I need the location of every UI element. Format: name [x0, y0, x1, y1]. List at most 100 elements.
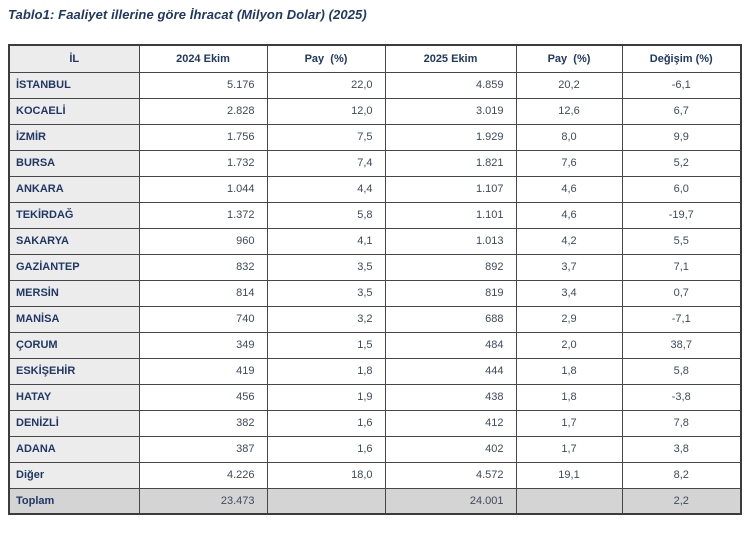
- cell-degisim: -7,1: [621, 305, 742, 333]
- table-row: İZMİR 1.756 7,5 1.929 8,0 9,9: [8, 123, 742, 151]
- cell-pay-2024: 1,6: [266, 435, 386, 463]
- cell-2025: 1.929: [384, 123, 517, 151]
- table-row: SAKARYA 960 4,1 1.013 4,2 5,5: [8, 227, 742, 255]
- table-title: Tablo1: Faaliyet illerine göre İhracat (…: [8, 7, 367, 22]
- cell-il: MANİSA: [8, 305, 140, 333]
- cell-degisim: 0,7: [621, 279, 742, 307]
- cell-degisim: 5,5: [621, 227, 742, 255]
- cell-il: KOCAELİ: [8, 97, 140, 125]
- cell-pay-2025: 1,8: [515, 357, 623, 385]
- cell-2024: 419: [138, 357, 268, 385]
- cell-2024: 814: [138, 279, 268, 307]
- cell-pay-2025: 2,0: [515, 331, 623, 359]
- cell-il: BURSA: [8, 149, 140, 177]
- cell-il: GAZİANTEP: [8, 253, 140, 281]
- table-row: BURSA 1.732 7,4 1.821 7,6 5,2: [8, 149, 742, 177]
- cell-2024: 382: [138, 409, 268, 437]
- cell-pay-2025: 19,1: [515, 461, 623, 489]
- cell-2024: 740: [138, 305, 268, 333]
- cell-pay-2024: 7,5: [266, 123, 386, 151]
- cell-pay-2025: 1,7: [515, 435, 623, 463]
- cell-2025: 438: [384, 383, 517, 411]
- cell-2025: 1.013: [384, 227, 517, 255]
- cell-2024: 1.372: [138, 201, 268, 229]
- header-row: İL 2024 Ekim Pay (%) 2025 Ekim Pay (%) D…: [8, 44, 742, 73]
- table-row: ESKİŞEHİR 419 1,8 444 1,8 5,8: [8, 357, 742, 385]
- cell-pay-2025: 20,2: [515, 71, 623, 99]
- cell-pay-2024: 4,4: [266, 175, 386, 203]
- cell-pay-2024: 4,1: [266, 227, 386, 255]
- cell-degisim: 5,2: [621, 149, 742, 177]
- cell-pay-2024: 22,0: [266, 71, 386, 99]
- export-by-province-table: İL 2024 Ekim Pay (%) 2025 Ekim Pay (%) D…: [8, 44, 742, 515]
- cell-pay-2025: 2,9: [515, 305, 623, 333]
- cell-pay-2025: 8,0: [515, 123, 623, 151]
- cell-2024: 960: [138, 227, 268, 255]
- cell-il: ANKARA: [8, 175, 140, 203]
- cell-pay-2025: 4,2: [515, 227, 623, 255]
- table-row: MERSİN 814 3,5 819 3,4 0,7: [8, 279, 742, 307]
- cell-il: ÇORUM: [8, 331, 140, 359]
- header-il: İL: [8, 44, 140, 73]
- cell-2025: 4.859: [384, 71, 517, 99]
- table-row: ÇORUM 349 1,5 484 2,0 38,7: [8, 331, 742, 359]
- header-pay-2025: Pay (%): [515, 44, 623, 73]
- table-row: ADANA 387 1,6 402 1,7 3,8: [8, 435, 742, 463]
- cell-2024: 2.828: [138, 97, 268, 125]
- cell-2025: 4.572: [384, 461, 517, 489]
- cell-degisim: 7,8: [621, 409, 742, 437]
- cell-degisim: 5,8: [621, 357, 742, 385]
- cell-2025: 1.101: [384, 201, 517, 229]
- table-row: GAZİANTEP 832 3,5 892 3,7 7,1: [8, 253, 742, 281]
- cell-degisim: -3,8: [621, 383, 742, 411]
- cell-2025: 688: [384, 305, 517, 333]
- cell-pay-2025: 4,6: [515, 175, 623, 203]
- cell-degisim: 7,1: [621, 253, 742, 281]
- cell-pay-2025: 3,7: [515, 253, 623, 281]
- cell-pay-2025: 12,6: [515, 97, 623, 125]
- cell-pay-2024: 1,5: [266, 331, 386, 359]
- table-row: ANKARA 1.044 4,4 1.107 4,6 6,0: [8, 175, 742, 203]
- cell-2024: 349: [138, 331, 268, 359]
- cell-pay-2024: 1,8: [266, 357, 386, 385]
- cell-pay-2024: 1,9: [266, 383, 386, 411]
- cell-degisim: -6,1: [621, 71, 742, 99]
- cell-degisim: 38,7: [621, 331, 742, 359]
- cell-pay-2024: 5,8: [266, 201, 386, 229]
- cell-2025: 484: [384, 331, 517, 359]
- cell-2025: 1.821: [384, 149, 517, 177]
- cell-2024: 456: [138, 383, 268, 411]
- cell-2025: 892: [384, 253, 517, 281]
- cell-il: HATAY: [8, 383, 140, 411]
- cell-pay-2024: [266, 487, 386, 515]
- cell-2025: 444: [384, 357, 517, 385]
- table-row: KOCAELİ 2.828 12,0 3.019 12,6 6,7: [8, 97, 742, 125]
- cell-2024: 1.044: [138, 175, 268, 203]
- cell-2024: 387: [138, 435, 268, 463]
- table-row: TEKİRDAĞ 1.372 5,8 1.101 4,6 -19,7: [8, 201, 742, 229]
- table-row: HATAY 456 1,9 438 1,8 -3,8: [8, 383, 742, 411]
- cell-degisim: 6,7: [621, 97, 742, 125]
- cell-il: Diğer: [8, 461, 140, 489]
- cell-il: ESKİŞEHİR: [8, 357, 140, 385]
- cell-pay-2025: [515, 487, 623, 515]
- cell-2025: 402: [384, 435, 517, 463]
- table-row: MANİSA 740 3,2 688 2,9 -7,1: [8, 305, 742, 333]
- header-pay-2024: Pay (%): [266, 44, 386, 73]
- cell-2025: 1.107: [384, 175, 517, 203]
- cell-pay-2025: 4,6: [515, 201, 623, 229]
- cell-2025: 3.019: [384, 97, 517, 125]
- cell-degisim: 2,2: [621, 487, 742, 515]
- cell-degisim: 3,8: [621, 435, 742, 463]
- cell-degisim: 6,0: [621, 175, 742, 203]
- cell-il: İZMİR: [8, 123, 140, 151]
- cell-2025: 412: [384, 409, 517, 437]
- header-degisim: Değişim (%): [621, 44, 742, 73]
- cell-pay-2024: 7,4: [266, 149, 386, 177]
- cell-2024: 1.732: [138, 149, 268, 177]
- cell-il: DENİZLİ: [8, 409, 140, 437]
- cell-pay-2025: 7,6: [515, 149, 623, 177]
- cell-pay-2025: 3,4: [515, 279, 623, 307]
- cell-2024: 1.756: [138, 123, 268, 151]
- cell-2025: 24.001: [384, 487, 517, 515]
